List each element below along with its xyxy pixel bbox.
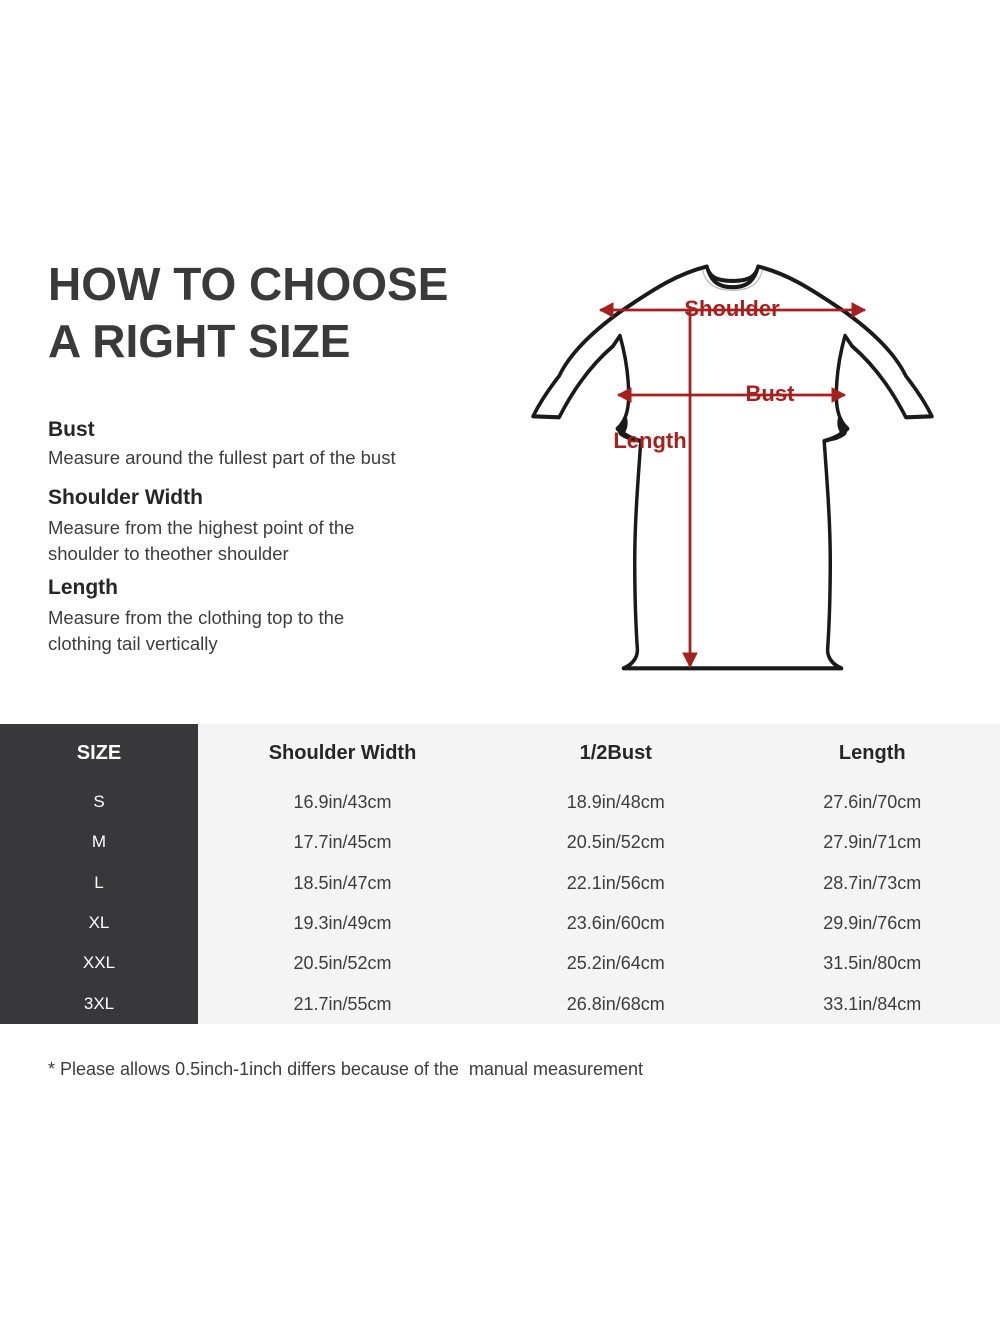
svg-text:Shoulder: Shoulder <box>684 296 780 321</box>
svg-text:Length: Length <box>613 428 686 453</box>
svg-text:Bust: Bust <box>746 381 796 406</box>
